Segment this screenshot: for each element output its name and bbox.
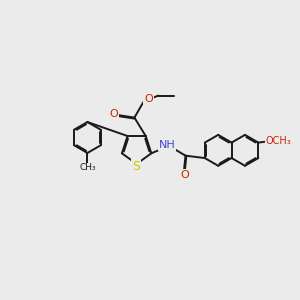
Text: O: O — [109, 109, 118, 119]
Text: NH: NH — [159, 140, 176, 150]
Text: OCH₃: OCH₃ — [266, 136, 291, 146]
Text: O: O — [144, 94, 153, 104]
Text: CH₃: CH₃ — [79, 163, 96, 172]
Text: S: S — [132, 160, 140, 173]
Text: O: O — [180, 170, 189, 180]
